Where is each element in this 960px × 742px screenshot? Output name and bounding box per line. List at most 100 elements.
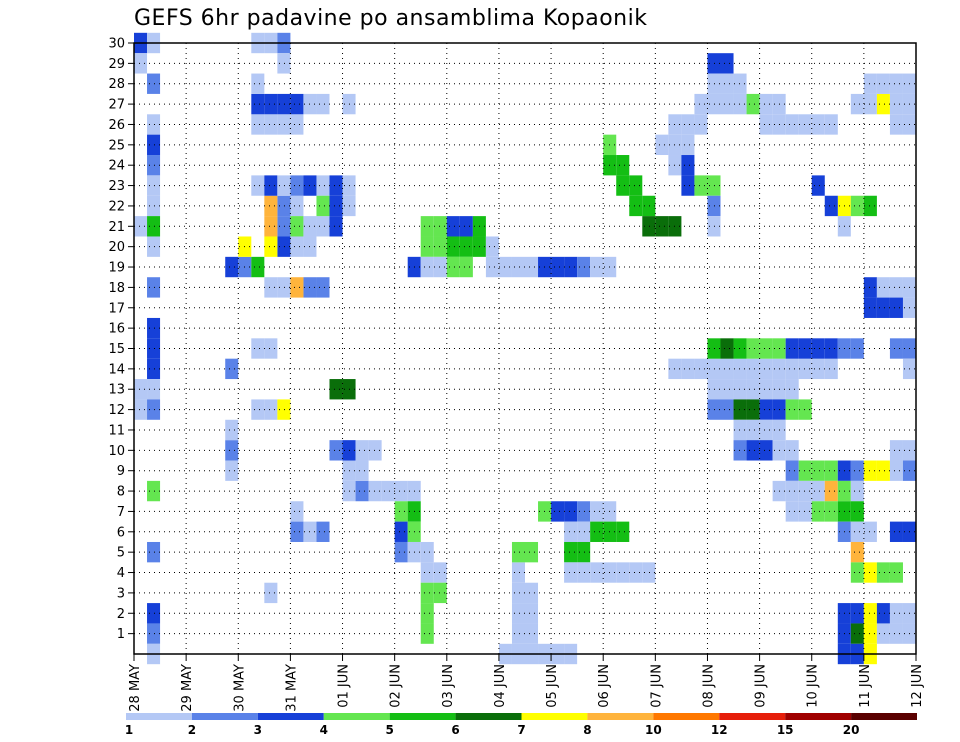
legend-label: 15 xyxy=(777,723,794,737)
heatmap-cell xyxy=(368,440,382,461)
heatmap-cell xyxy=(264,93,278,115)
heatmap-cell xyxy=(577,541,591,563)
heatmap-cell xyxy=(290,114,304,135)
heatmap-cell xyxy=(525,541,539,563)
heatmap-cell xyxy=(694,114,708,135)
y-tick-label: 13 xyxy=(108,383,125,398)
heatmap-cell xyxy=(264,277,278,298)
heatmap-cell xyxy=(147,358,161,380)
legend-swatch xyxy=(587,713,654,720)
heatmap-cell xyxy=(394,521,408,542)
heatmap-cell xyxy=(759,419,773,441)
heatmap-cell xyxy=(251,73,265,94)
heatmap-cell xyxy=(225,358,239,380)
x-tick-label: 30 MAY xyxy=(232,664,247,712)
chart-title: GEFS 6hr padavine po ansamblima Kopaonik xyxy=(134,6,648,31)
legend-swatch xyxy=(257,713,324,720)
heatmap-cell xyxy=(525,603,539,624)
heatmap-cell xyxy=(863,562,877,583)
heatmap-cell xyxy=(329,379,343,400)
y-tick-label: 15 xyxy=(108,342,125,357)
heatmap-cell xyxy=(277,53,291,74)
y-tick-label: 3 xyxy=(117,586,125,601)
heatmap-cell xyxy=(733,93,747,115)
heatmap-cell xyxy=(551,256,565,278)
heatmap-cell xyxy=(733,358,747,380)
x-tick-label: 09 JUN xyxy=(754,664,769,708)
heatmap-cell xyxy=(446,216,460,237)
x-tick-label: 02 JUN xyxy=(389,664,404,708)
heatmap-cell xyxy=(564,562,578,583)
heatmap-cell xyxy=(420,562,434,583)
heatmap-cell xyxy=(277,195,291,217)
heatmap-cell xyxy=(355,460,369,481)
heatmap-cell xyxy=(316,195,330,217)
y-tick-label: 11 xyxy=(108,423,125,438)
heatmap-cell xyxy=(889,603,903,624)
heatmap-cell xyxy=(329,440,343,461)
heatmap-cell xyxy=(863,603,877,624)
heatmap-cell xyxy=(785,114,799,135)
heatmap-cell xyxy=(694,175,708,196)
heatmap-cell xyxy=(746,93,760,115)
heatmap-cell xyxy=(889,277,903,298)
heatmap-cell xyxy=(707,216,721,237)
heatmap-cell xyxy=(850,562,864,583)
heatmap-cell xyxy=(277,216,291,237)
x-tick-label: 03 JUN xyxy=(441,664,456,708)
heatmap-cell xyxy=(759,358,773,380)
heatmap-cell xyxy=(368,480,382,502)
heatmap-cell xyxy=(420,603,434,624)
heatmap-cell xyxy=(251,399,265,420)
heatmap-cell xyxy=(850,541,864,563)
y-tick-label: 25 xyxy=(108,138,125,153)
x-tick-label: 07 JUN xyxy=(649,664,664,708)
legend-swatch xyxy=(719,713,786,720)
y-tick-label: 26 xyxy=(108,118,125,133)
heatmap-cell xyxy=(147,155,161,176)
heatmap-cell xyxy=(889,93,903,115)
heatmap-cell xyxy=(798,501,812,522)
legend-swatch xyxy=(126,713,192,720)
heatmap-cell xyxy=(889,73,903,94)
heatmap-cell xyxy=(290,216,304,237)
heatmap-cell xyxy=(590,562,604,583)
heatmap-cell xyxy=(707,399,721,420)
x-tick-label: 31 MAY xyxy=(284,664,299,712)
heatmap-cell xyxy=(798,399,812,420)
heatmap-cell xyxy=(485,256,499,278)
heatmap-cell xyxy=(876,93,890,115)
heatmap-cell xyxy=(251,114,265,135)
heatmap-cell xyxy=(811,460,825,481)
heatmap-cell xyxy=(850,623,864,644)
heatmap-cell xyxy=(147,114,161,135)
heatmap-cell xyxy=(629,195,643,217)
heatmap-cell xyxy=(863,297,877,318)
heatmap-cell xyxy=(264,236,278,257)
heatmap-cell xyxy=(759,399,773,420)
heatmap-cell xyxy=(316,175,330,196)
y-tick-label: 7 xyxy=(117,505,125,520)
heatmap-cell xyxy=(629,175,643,196)
heatmap-cell xyxy=(277,93,291,115)
x-tick-label: 12 JUN xyxy=(910,664,925,708)
heatmap-cell xyxy=(876,277,890,298)
heatmap-cell xyxy=(707,195,721,217)
heatmap-cell xyxy=(811,338,825,359)
legend-label: 5 xyxy=(385,723,393,737)
heatmap-cell xyxy=(290,236,304,257)
legend-swatch xyxy=(653,713,720,720)
heatmap-cell xyxy=(290,175,304,196)
heatmap-cell xyxy=(850,338,864,359)
heatmap-cell xyxy=(850,603,864,624)
heatmap-cell xyxy=(290,521,304,542)
heatmap-cell xyxy=(394,541,408,563)
heatmap-cell xyxy=(147,541,161,563)
heatmap-cell xyxy=(394,480,408,502)
heatmap-cell xyxy=(264,582,278,604)
x-tick-label: 11 JUN xyxy=(858,664,873,708)
legend-swatch xyxy=(191,713,258,720)
heatmap-cell xyxy=(889,338,903,359)
y-tick-label: 24 xyxy=(108,159,125,174)
